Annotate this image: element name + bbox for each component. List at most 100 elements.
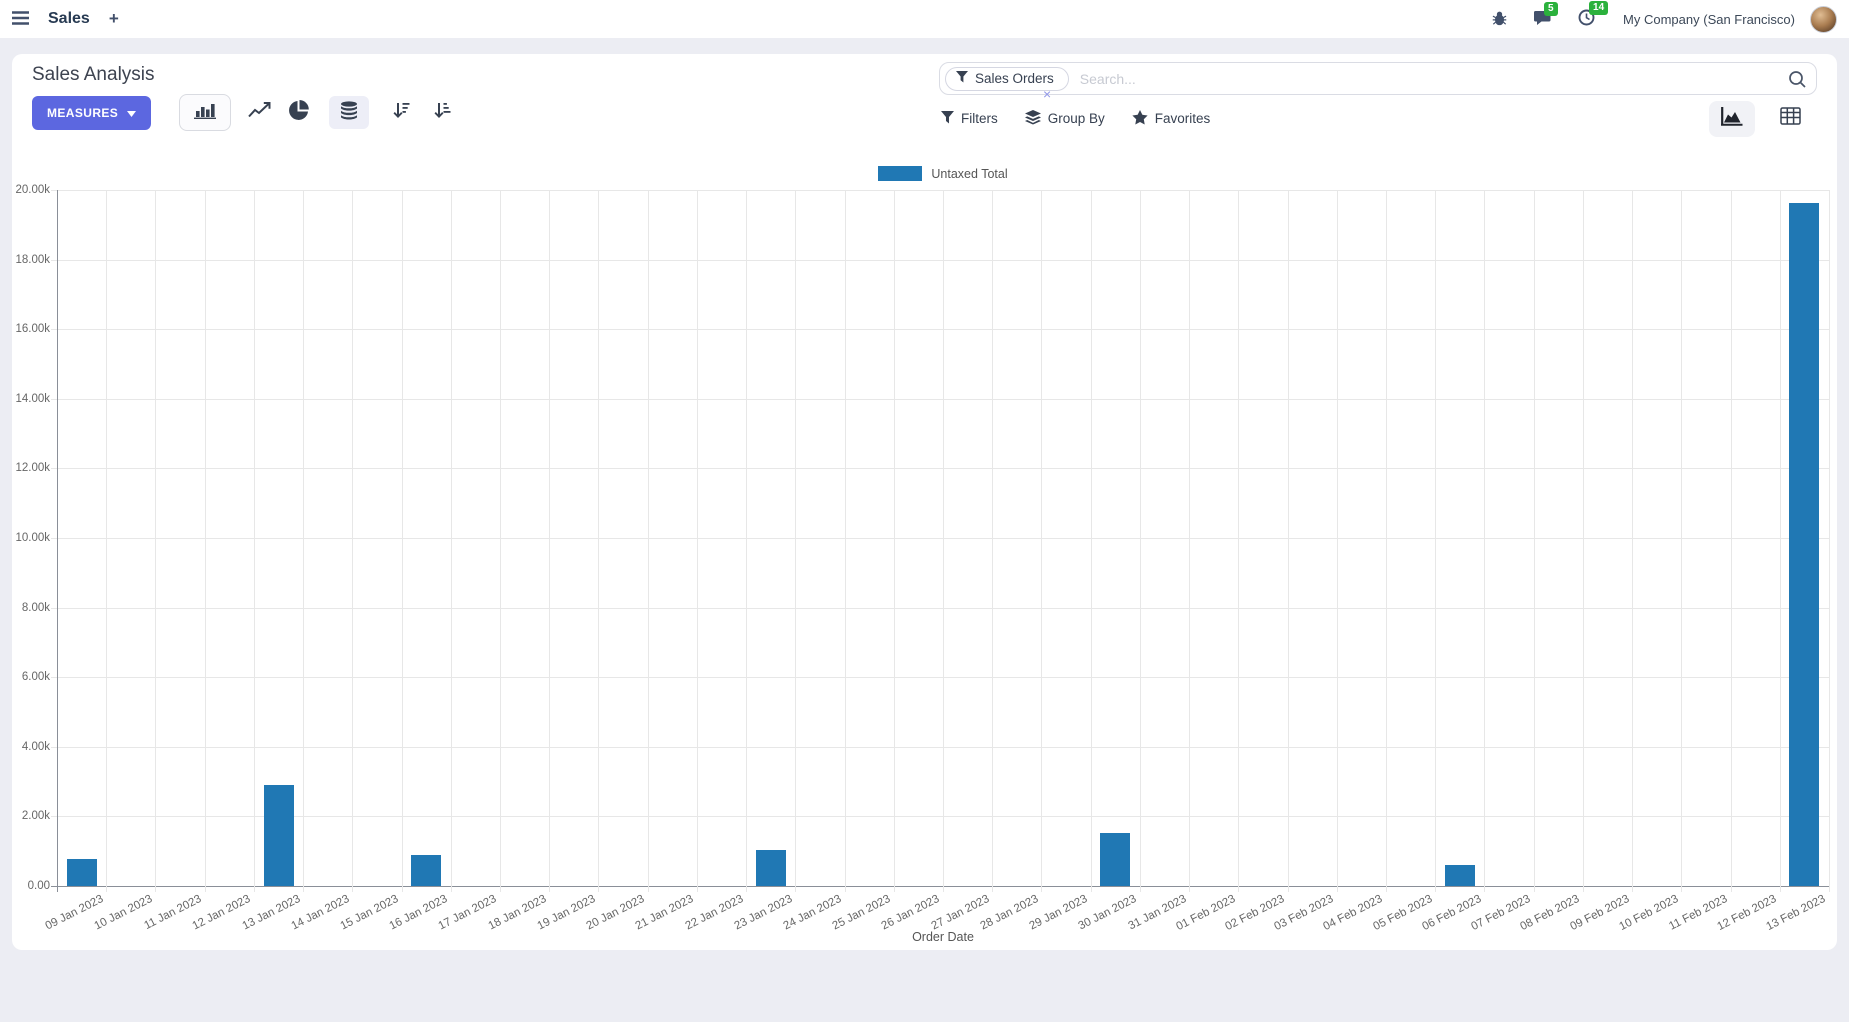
x-gridline — [992, 190, 994, 892]
y-gridline — [51, 816, 1829, 818]
y-tick-label: 4.00k — [21, 740, 50, 753]
y-tick-label: 20.00k — [15, 184, 50, 196]
messages-count-badge: 5 — [1544, 1, 1558, 16]
sort-ascending-button[interactable] — [434, 102, 451, 123]
x-gridline — [1386, 190, 1387, 892]
x-gridline — [1730, 190, 1732, 892]
y-gridline — [51, 746, 1829, 748]
y-tick-label: 2.00k — [21, 810, 50, 823]
facet-label: Sales Orders — [975, 70, 1054, 86]
legend-label: Untaxed Total — [931, 166, 1008, 181]
star-icon — [1132, 109, 1148, 128]
bar-23-Jan-2023[interactable] — [755, 850, 786, 886]
view-switcher — [1709, 100, 1813, 137]
search-bar[interactable]: Sales Orders — [939, 62, 1817, 95]
x-gridline — [450, 190, 452, 892]
search-options-row: Filters Group By Favorites — [939, 100, 1817, 137]
y-tick-label: 6.00k — [21, 671, 50, 684]
sort-descending-button[interactable] — [393, 102, 410, 123]
user-avatar[interactable] — [1810, 5, 1837, 33]
y-tick-label: 10.00k — [15, 532, 50, 544]
messages-button[interactable]: 5 — [1533, 1, 1558, 29]
activities-button[interactable]: 14 — [1578, 1, 1609, 29]
filters-dropdown[interactable]: Filters — [941, 110, 998, 127]
x-gridline — [1287, 190, 1289, 892]
x-gridline — [598, 190, 600, 892]
x-gridline — [401, 190, 403, 892]
activities-count-badge: 14 — [1589, 1, 1609, 15]
bar-chart-icon — [194, 101, 217, 124]
search-input[interactable] — [1077, 69, 1788, 88]
x-gridline — [943, 190, 944, 892]
x-gridline — [1189, 190, 1191, 892]
x-gridline — [1829, 190, 1830, 892]
pie-chart-button[interactable] — [288, 99, 310, 126]
filter-funnel-icon — [941, 110, 954, 127]
pivot-view-button[interactable] — [1767, 101, 1813, 137]
x-gridline — [1090, 190, 1092, 892]
x-gridline — [1336, 190, 1338, 892]
chevron-down-icon — [127, 106, 137, 120]
favorites-dropdown[interactable]: Favorites — [1132, 109, 1210, 128]
y-gridline — [51, 677, 1829, 679]
bar-16-Jan-2023[interactable] — [411, 855, 442, 886]
x-gridline — [1632, 190, 1634, 892]
y-gridline — [51, 886, 1829, 887]
hamburger-menu-icon — [12, 10, 29, 28]
funnel-icon — [956, 70, 968, 86]
y-axis-line — [57, 190, 58, 892]
y-tick-label: 12.00k — [15, 462, 50, 475]
x-gridline — [500, 190, 501, 892]
x-gridline — [1533, 190, 1535, 892]
line-chart-icon — [248, 102, 271, 123]
page-title: Sales Analysis — [32, 64, 155, 85]
x-gridline — [204, 190, 206, 892]
bar-06-Feb-2023[interactable] — [1444, 865, 1475, 886]
bar-30-Jan-2023[interactable] — [1100, 833, 1131, 886]
y-tick-label: 14.00k — [15, 392, 50, 405]
area-chart-icon — [1721, 106, 1743, 131]
search-icon[interactable] — [1788, 70, 1806, 88]
bar-chart-button[interactable] — [179, 94, 232, 131]
pie-chart-icon — [288, 99, 310, 126]
content-card: Sales Analysis Sales Orders × Filters — [12, 54, 1837, 950]
x-axis-title: Order Date — [912, 930, 974, 944]
x-gridline — [893, 190, 895, 892]
x-gridline — [746, 190, 748, 892]
bug-icon — [1492, 10, 1507, 29]
x-gridline — [253, 190, 255, 892]
chart-legend[interactable]: Untaxed Total — [57, 166, 1829, 181]
group-by-dropdown[interactable]: Group By — [1024, 109, 1105, 128]
facet-remove-button[interactable]: × — [1043, 86, 1052, 102]
y-tick-label: 0.00 — [27, 880, 50, 892]
sort-descending-icon — [393, 102, 410, 123]
y-gridline — [51, 468, 1829, 470]
chart-canvas: 0.00 2.00k 4.00k 6.00k 8.00k 10.00k 12.00k 14.0… — [12, 54, 1837, 950]
measures-button[interactable]: MEASURES — [32, 95, 152, 130]
bar-13-Feb-2023[interactable] — [1789, 202, 1820, 886]
clock-icon — [1578, 9, 1595, 29]
new-tab-button[interactable]: + — [108, 9, 119, 28]
x-gridline — [795, 190, 797, 892]
x-gridline — [1484, 190, 1486, 892]
sort-ascending-icon — [434, 102, 451, 123]
layers-icon — [1024, 109, 1041, 128]
graph-view-button[interactable] — [1709, 100, 1755, 137]
bar-13-Jan-2023[interactable] — [263, 785, 294, 886]
line-chart-button[interactable] — [248, 102, 271, 123]
x-gridline — [352, 190, 354, 892]
x-gridline — [1041, 190, 1043, 892]
navbar: Sales + 5 14 My Company (San Francisco) — [0, 0, 1849, 38]
debug-button[interactable] — [1492, 10, 1507, 29]
stacked-toggle-button[interactable] — [329, 96, 370, 129]
y-tick-label: 8.00k — [21, 601, 50, 614]
y-tick-label: 18.00k — [15, 253, 50, 266]
apps-menu-button[interactable] — [12, 10, 29, 28]
x-gridline — [1139, 190, 1141, 892]
app-name[interactable]: Sales — [48, 10, 90, 27]
x-gridline — [844, 190, 846, 892]
y-gridline — [51, 607, 1829, 609]
bar-09-Jan-2023[interactable] — [66, 858, 97, 886]
company-switcher[interactable]: My Company (San Francisco) — [1623, 11, 1795, 27]
search-facet-sales-orders[interactable]: Sales Orders — [945, 66, 1069, 91]
